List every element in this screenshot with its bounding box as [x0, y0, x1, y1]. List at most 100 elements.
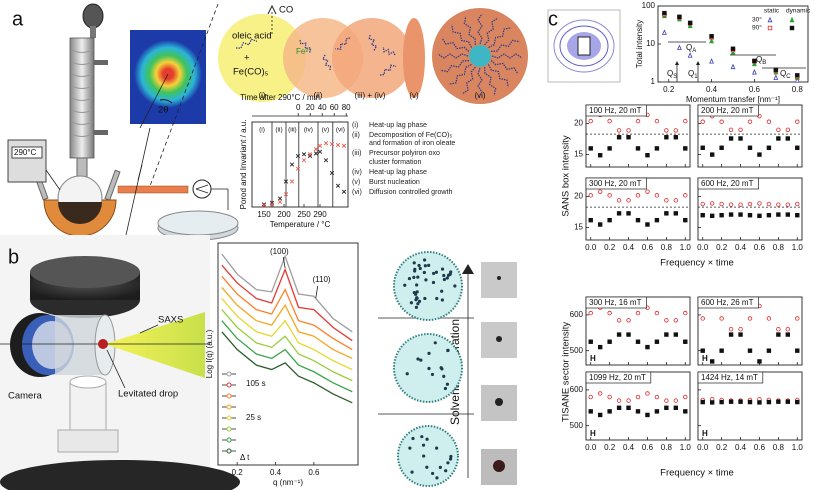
time-label: Δ t: [240, 453, 250, 462]
x-tick-label: 150: [257, 210, 271, 219]
data-point: [683, 193, 688, 198]
data-point: [664, 128, 669, 133]
q-sub: A: [692, 48, 696, 54]
legend-marker: [226, 404, 232, 410]
ligand: [437, 53, 469, 59]
data-point: [709, 213, 715, 219]
ligand: [441, 37, 470, 52]
particle-dot: [438, 465, 442, 469]
data-point: [261, 203, 267, 208]
ligand: [490, 60, 519, 75]
plot-frame: [217, 242, 359, 466]
data-point: [795, 145, 800, 150]
legend-marker: [226, 426, 232, 432]
ligand: [491, 53, 523, 59]
data-point: [709, 359, 715, 364]
data-point: [673, 198, 679, 203]
y-tick-label: 20: [574, 192, 583, 201]
phase-id: (ii): [352, 131, 360, 139]
data-point: [616, 198, 622, 203]
plot-frame: [251, 121, 349, 208]
data-point: [776, 202, 781, 207]
data-point: [283, 192, 289, 197]
data-point: [645, 391, 650, 396]
data-point: [295, 166, 301, 171]
particle-dot: [444, 469, 448, 473]
particle-dot: [424, 278, 428, 282]
particle-dot: [445, 276, 449, 280]
particle-dot: [409, 301, 414, 305]
subplot-label: 600 Hz, 26 mT: [701, 298, 754, 307]
data-point: [317, 143, 323, 148]
particle-dot: [422, 258, 427, 262]
data-point: [747, 399, 753, 405]
particle-dot: [431, 280, 436, 285]
data-point: [645, 222, 650, 227]
data-point: [607, 394, 612, 400]
subplot-annotation: H: [702, 354, 708, 363]
particle-dot: [422, 270, 426, 275]
data-point: [607, 193, 612, 198]
data-point: [785, 202, 791, 207]
data-point: [626, 405, 631, 410]
y-tick-label: 500: [570, 346, 584, 355]
particle-dot: [427, 366, 431, 371]
data-point: [635, 339, 641, 344]
data-point: [728, 202, 734, 207]
q-label: QB: [756, 55, 766, 65]
data-point: [289, 179, 295, 184]
series-line: [221, 320, 353, 393]
ligand: [477, 13, 483, 45]
particle-dot: [434, 446, 439, 450]
data-point: [307, 152, 313, 157]
subplot-label: 600 Hz, 20 mT: [701, 179, 754, 188]
phase-text: Decomposition of Fe(CO)₅ and formation o…: [369, 131, 456, 148]
data-point: [709, 201, 715, 206]
data-point: [588, 394, 593, 400]
y-tick-label: 20: [574, 119, 583, 128]
legend-label: 30°: [752, 16, 762, 24]
phase-label: (iv): [304, 127, 313, 134]
x-tick-label: 0.8: [661, 243, 673, 252]
data-point: [616, 211, 622, 216]
data-point: [588, 193, 593, 198]
data-point: [709, 58, 714, 64]
q-label: QS: [667, 69, 677, 79]
particle-dot: [430, 372, 435, 377]
x2-tick-label: 20: [306, 103, 315, 112]
data-point: [597, 391, 603, 396]
particle-dot: [422, 454, 426, 458]
phase-id: (vi): [352, 187, 362, 196]
data-point: [719, 348, 724, 353]
data-point: [664, 332, 669, 337]
data-point: [635, 310, 641, 316]
data-point: [747, 145, 753, 150]
x-axis-label: Temperature / °C: [270, 220, 331, 229]
data-point: [766, 145, 772, 150]
particle-dot: [410, 470, 414, 474]
reagent-label: Fe(CO)₅: [233, 67, 269, 78]
particle-dot: [413, 269, 417, 273]
q-sub: S: [673, 74, 677, 80]
data-point: [738, 202, 743, 207]
particle-dot: [425, 437, 429, 441]
particle-dot: [440, 298, 444, 302]
particle-dot: [411, 436, 415, 441]
data-point: [752, 69, 757, 75]
data-point: [341, 143, 347, 148]
gas-label: CO: [279, 5, 293, 16]
data-point: [588, 310, 593, 316]
particle-dot: [418, 266, 422, 271]
subplot-annotation: H: [702, 429, 708, 438]
data-point: [269, 200, 275, 205]
particle-dot: [412, 261, 416, 265]
detector-image: [547, 9, 621, 83]
ligand: [451, 24, 473, 48]
ligand: [235, 38, 258, 49]
x-tick-label: 0.6: [749, 85, 761, 94]
data-point: [738, 212, 743, 217]
data-point: [700, 212, 705, 218]
phase-item: (vi) Diffusion controlled growth: [352, 188, 460, 196]
data-point: [752, 60, 757, 67]
peak-label: (100): [270, 247, 289, 256]
